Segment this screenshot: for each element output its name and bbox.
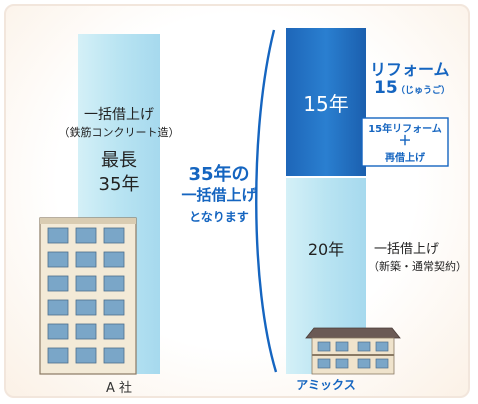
reform-reading: （じゅうご） [396, 86, 451, 96]
building-window [75, 227, 97, 244]
a-structure-label: （鉄筋コンクリート造） [58, 126, 180, 139]
building-window [47, 299, 69, 316]
house-icon [305, 327, 401, 375]
reform-box-plus: ＋ [398, 134, 412, 149]
reform-15: 15 [374, 78, 398, 98]
amix-lease-text: 一括借上げ [374, 242, 440, 257]
a-lease-label: 一括借上げ [84, 107, 154, 123]
amix-15-years: 15年 [303, 92, 349, 116]
company-a-caption: A 社 [105, 381, 133, 396]
building-window [75, 323, 97, 340]
building-window [103, 299, 125, 316]
building-window [103, 275, 125, 292]
amix-upper-block [286, 28, 366, 176]
apartment-building-icon [39, 217, 137, 375]
diagram-frame: 一括借上げ （鉄筋コンクリート造） 最長 35年 A 社 35年の 一括借上げ … [4, 4, 470, 398]
building-window [47, 347, 69, 364]
building-window [47, 323, 69, 340]
building-window [47, 275, 69, 292]
a-years-label: 35年 [98, 174, 140, 195]
middle-lease: 一括借上げ [181, 186, 257, 204]
a-max-label: 最長 [101, 150, 137, 171]
building-window [103, 323, 125, 340]
amix-20-years: 20年 [307, 240, 345, 259]
bracket-arc [255, 29, 278, 373]
building-window [75, 299, 97, 316]
building-window [75, 347, 97, 364]
reform-box [361, 117, 449, 167]
middle-becomes: となります [189, 210, 249, 224]
middle-years: 35年の [188, 164, 250, 185]
building-window [103, 347, 125, 364]
building-window [75, 275, 97, 292]
reform-box-line2: 再借上げ [385, 153, 425, 164]
building-window [47, 227, 69, 244]
building-window [75, 251, 97, 268]
amix-caption: アミックス [296, 378, 356, 392]
building-window [47, 251, 69, 268]
building-window [103, 251, 125, 268]
diagram-graphics [39, 28, 449, 375]
building-window [103, 227, 125, 244]
reform-title: リフォーム [370, 60, 450, 79]
amix-contract-text: （新築・通常契約） [368, 260, 467, 273]
reform-box-line1: 15年リフォーム [368, 124, 442, 135]
